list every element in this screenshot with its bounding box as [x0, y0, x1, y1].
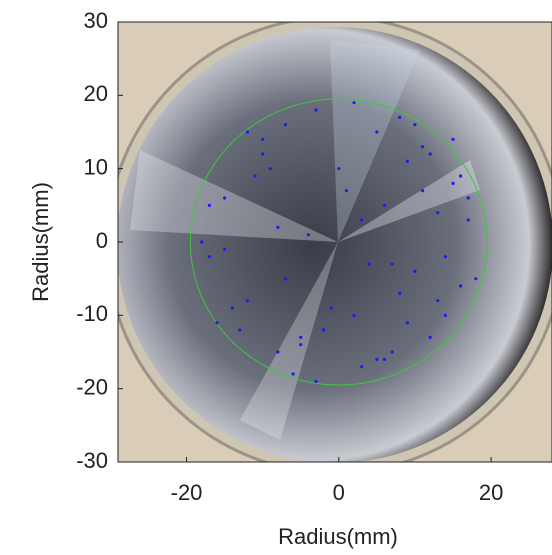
point — [276, 350, 279, 353]
point — [474, 277, 477, 280]
point — [451, 138, 454, 141]
point — [314, 108, 317, 111]
point — [299, 343, 302, 346]
point — [406, 321, 409, 324]
point — [459, 284, 462, 287]
point — [451, 182, 454, 185]
point — [261, 152, 264, 155]
point — [284, 277, 287, 280]
point — [231, 306, 234, 309]
point — [314, 380, 317, 383]
y-tick-label: -20 — [76, 374, 108, 399]
point — [375, 130, 378, 133]
y-tick-label: 30 — [84, 8, 108, 33]
point — [307, 233, 310, 236]
point — [261, 138, 264, 141]
point — [223, 248, 226, 251]
y-tick-label: -10 — [76, 301, 108, 326]
photo-background — [107, 17, 552, 473]
point — [330, 306, 333, 309]
point — [246, 299, 249, 302]
point — [284, 123, 287, 126]
chart: Radius(mm) Radius(mm) -30 -20 -10 0 10 20 30 -2… — [0, 0, 552, 555]
point — [421, 189, 424, 192]
point — [200, 240, 203, 243]
point — [436, 299, 439, 302]
point — [391, 350, 394, 353]
point — [391, 262, 394, 265]
point — [299, 336, 302, 339]
point — [429, 152, 432, 155]
point — [398, 116, 401, 119]
point — [322, 328, 325, 331]
point — [223, 196, 226, 199]
point — [383, 204, 386, 207]
point — [459, 174, 462, 177]
point — [436, 211, 439, 214]
point — [383, 358, 386, 361]
y-tick-label: 0 — [96, 228, 108, 253]
x-tick-label: 0 — [333, 480, 345, 505]
point — [208, 204, 211, 207]
point — [444, 314, 447, 317]
point — [413, 270, 416, 273]
x-tick-label: -20 — [171, 480, 203, 505]
point — [368, 262, 371, 265]
point — [406, 160, 409, 163]
point — [398, 292, 401, 295]
point — [246, 130, 249, 133]
point — [345, 189, 348, 192]
point — [413, 123, 416, 126]
point — [352, 314, 355, 317]
point — [253, 174, 256, 177]
point — [444, 255, 447, 258]
y-tick-label: 20 — [84, 81, 108, 106]
x-axis-label: Radius(mm) — [278, 524, 398, 549]
point — [352, 101, 355, 104]
point — [360, 365, 363, 368]
y-tick-label: 10 — [84, 154, 108, 179]
point — [337, 167, 340, 170]
point — [215, 321, 218, 324]
point — [421, 145, 424, 148]
point — [360, 218, 363, 221]
point — [292, 372, 295, 375]
y-tick-label: -30 — [76, 448, 108, 473]
x-tick-label: 20 — [479, 480, 503, 505]
point — [238, 328, 241, 331]
point — [276, 226, 279, 229]
point — [269, 167, 272, 170]
point — [208, 255, 211, 258]
y-axis-label: Radius(mm) — [28, 182, 53, 302]
point — [467, 196, 470, 199]
point — [429, 336, 432, 339]
point — [467, 218, 470, 221]
point — [375, 358, 378, 361]
